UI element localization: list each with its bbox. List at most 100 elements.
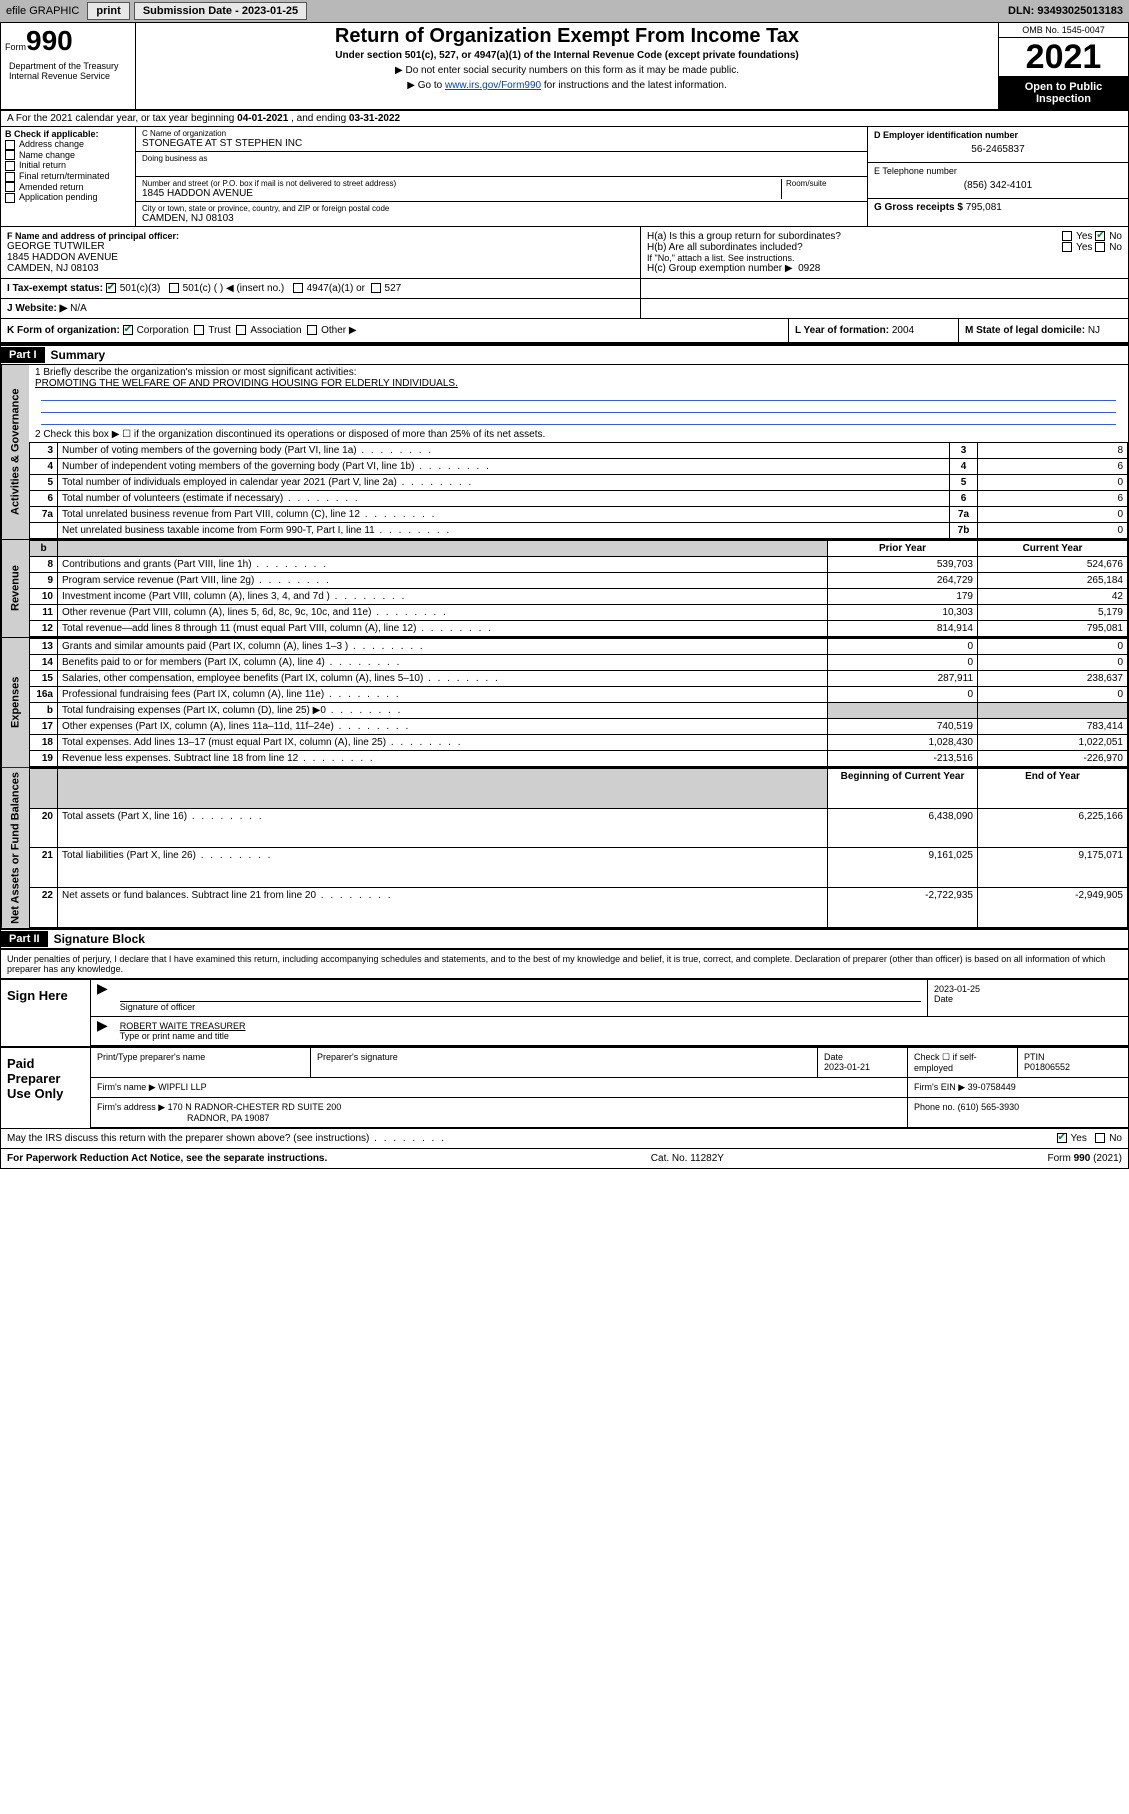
table-row: 22Net assets or fund balances. Subtract …: [30, 888, 1128, 928]
checkbox-icon[interactable]: [5, 140, 15, 150]
i-label: I Tax-exempt status:: [7, 283, 103, 294]
row-label: Total liabilities (Part X, line 26): [58, 848, 828, 888]
row-label: Total revenue—add lines 8 through 11 (mu…: [58, 621, 828, 637]
firm-ein: 39-0758449: [968, 1082, 1016, 1092]
checkbox-icon[interactable]: [293, 283, 303, 293]
mission-text: PROMOTING THE WELFARE OF AND PROVIDING H…: [35, 378, 1122, 389]
side-netassets: Net Assets or Fund Balances: [1, 768, 29, 928]
m-value: NJ: [1088, 325, 1100, 336]
i-opt3: 4947(a)(1) or: [307, 283, 365, 294]
row-label: Investment income (Part VIII, column (A)…: [58, 589, 828, 605]
i-opt1: 501(c)(3): [120, 283, 161, 294]
row-num: 6: [30, 491, 58, 507]
checkbox-icon[interactable]: [5, 161, 15, 171]
preparer-right: Print/Type preparer's name Preparer's si…: [91, 1048, 1128, 1128]
preparer-left: Paid Preparer Use Only: [1, 1048, 91, 1128]
table-row: 21Total liabilities (Part X, line 26)9,1…: [30, 848, 1128, 888]
row-label: Professional fundraising fees (Part IX, …: [58, 687, 828, 703]
current-value: 795,081: [978, 621, 1128, 637]
k-opt2: Trust: [208, 325, 230, 336]
firm-name: WIPFLI LLP: [158, 1082, 207, 1092]
checkbox-icon[interactable]: [106, 283, 116, 293]
firm-addr2: RADNOR, PA 19087: [97, 1113, 901, 1123]
penalty-text: Under penalties of perjury, I declare th…: [1, 949, 1128, 978]
checkbox-icon[interactable]: [1057, 1133, 1067, 1143]
col-b: B Check if applicable: Address change Na…: [1, 127, 136, 226]
date-cell: 2023-01-25 Date: [928, 980, 1128, 1016]
org-city: CAMDEN, NJ 08103: [142, 213, 861, 224]
blank-cell: b: [30, 541, 58, 557]
efile-topbar: efile GRAPHIC print Submission Date - 20…: [0, 0, 1129, 22]
table-row: 17Other expenses (Part IX, column (A), l…: [30, 719, 1128, 735]
row-num: 13: [30, 639, 58, 655]
j-right-spacer: [641, 299, 1128, 318]
q1: 1 Briefly describe the organization's mi…: [29, 365, 1128, 427]
table-row: 4Number of independent voting members of…: [30, 459, 1128, 475]
row-label: Contributions and grants (Part VIII, lin…: [58, 557, 828, 573]
prep-sig-hdr: Preparer's signature: [311, 1048, 818, 1077]
prior-value: 814,914: [828, 621, 978, 637]
prep-date-hdr: Date: [824, 1052, 901, 1062]
checkbox-icon[interactable]: [5, 193, 15, 203]
checkbox-icon[interactable]: [1095, 242, 1105, 252]
row-num: 14: [30, 655, 58, 671]
prior-value: 0: [828, 639, 978, 655]
checkbox-icon[interactable]: [1062, 242, 1072, 252]
row-num: 5: [30, 475, 58, 491]
checkbox-icon[interactable]: [1095, 1133, 1105, 1143]
table-row: 11Other revenue (Part VIII, column (A), …: [30, 605, 1128, 621]
rev-header-row: b Prior Year Current Year: [30, 541, 1128, 557]
dba-label: Doing business as: [142, 154, 861, 163]
row-label: Net unrelated business taxable income fr…: [58, 523, 950, 539]
submission-date-button[interactable]: Submission Date - 2023-01-25: [134, 2, 307, 20]
g-cell: G Gross receipts $ 795,081: [868, 199, 1128, 216]
k-label: K Form of organization:: [7, 325, 120, 336]
prior-value: 9,161,025: [828, 848, 978, 888]
checkbox-icon[interactable]: [236, 325, 246, 335]
i-opt4: 527: [385, 283, 402, 294]
firm-ein-cell: Firm's EIN ▶ 39-0758449: [908, 1078, 1128, 1097]
checkbox-icon[interactable]: [5, 172, 15, 182]
preparer-block: Paid Preparer Use Only Print/Type prepar…: [1, 1046, 1128, 1128]
checkbox-icon[interactable]: [307, 325, 317, 335]
sign-here-label: Sign Here: [1, 980, 91, 1046]
addr-label: Number and street (or P.O. box if mail i…: [142, 179, 781, 188]
phone-label: E Telephone number: [874, 166, 1122, 176]
current-value: 265,184: [978, 573, 1128, 589]
print-button[interactable]: print: [87, 2, 129, 20]
row-num: 22: [30, 888, 58, 928]
checkbox-icon[interactable]: [371, 283, 381, 293]
dln-label: DLN: 93493025013183: [1008, 5, 1129, 17]
checkbox-icon[interactable]: [123, 325, 133, 335]
b-opt-4: Amended return: [5, 182, 131, 193]
yes-label: Yes: [1076, 231, 1092, 242]
no-label: No: [1109, 231, 1122, 242]
prior-value: -2,722,935: [828, 888, 978, 928]
sig-row2: ▶ ROBERT WAITE TREASURER Type or print n…: [91, 1017, 1128, 1046]
efile-label: efile GRAPHIC: [0, 3, 85, 19]
table-row: 18Total expenses. Add lines 13–17 (must …: [30, 735, 1128, 751]
gross-value: 795,081: [966, 202, 1002, 213]
hc-row: H(c) Group exemption number ▶ 0928: [647, 263, 1122, 274]
prior-value: 539,703: [828, 557, 978, 573]
section-governance: Activities & Governance 1 Briefly descri…: [1, 365, 1128, 539]
firm-phone-cell: Phone no. (610) 565-3930: [908, 1098, 1128, 1127]
row-box: 5: [950, 475, 978, 491]
checkbox-icon[interactable]: [194, 325, 204, 335]
checkbox-icon[interactable]: [169, 283, 179, 293]
block-bcdefg: B Check if applicable: Address change Na…: [1, 127, 1128, 226]
current-value: 0: [978, 639, 1128, 655]
irs-link[interactable]: www.irs.gov/Form990: [445, 80, 541, 91]
firm-label: Firm's name ▶: [97, 1082, 156, 1092]
table-row: 8Contributions and grants (Part VIII, li…: [30, 557, 1128, 573]
b-opt-label: Application pending: [19, 192, 98, 202]
checkbox-icon[interactable]: [5, 182, 15, 192]
checkbox-icon[interactable]: [5, 150, 15, 160]
checkbox-icon[interactable]: [1062, 231, 1072, 241]
current-value: 0: [978, 655, 1128, 671]
row-label: Salaries, other compensation, employee b…: [58, 671, 828, 687]
table-row: 6Total number of volunteers (estimate if…: [30, 491, 1128, 507]
section-revenue: Revenue b Prior Year Current Year 8Contr…: [1, 539, 1128, 637]
sig-row1: ▶ Signature of officer 2023-01-25 Date: [91, 980, 1128, 1017]
checkbox-icon[interactable]: [1095, 231, 1105, 241]
